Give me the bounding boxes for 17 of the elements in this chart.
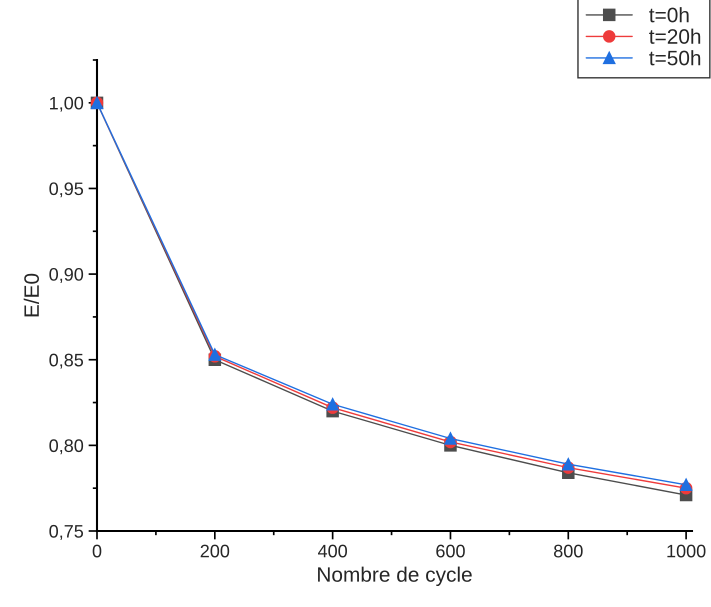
y-tick-label: 0,75 xyxy=(49,524,84,540)
y-tick-label: 0,95 xyxy=(49,182,84,198)
x-tick-label: 0 xyxy=(92,544,102,558)
x-tick-label: 800 xyxy=(554,544,583,558)
y-tick-label: 0,85 xyxy=(49,354,84,369)
x-tick-label: 1000 xyxy=(667,544,706,558)
y-axis-title: E/E0 xyxy=(24,274,39,316)
y-tick-label: 0,90 xyxy=(49,268,84,283)
x-tick-label: 400 xyxy=(318,544,347,558)
y-tick-label: 1,00 xyxy=(50,96,84,112)
x-tick-label: 600 xyxy=(436,544,465,558)
legend-label: t=50h xyxy=(649,50,700,66)
x-tick-label: 200 xyxy=(200,544,230,558)
legend-label: t=0h xyxy=(649,7,689,22)
x-axis-title: Nombre de cycle xyxy=(318,566,472,586)
y-tick-label: 0,80 xyxy=(49,439,84,454)
legend-label: t=20h xyxy=(649,28,700,44)
